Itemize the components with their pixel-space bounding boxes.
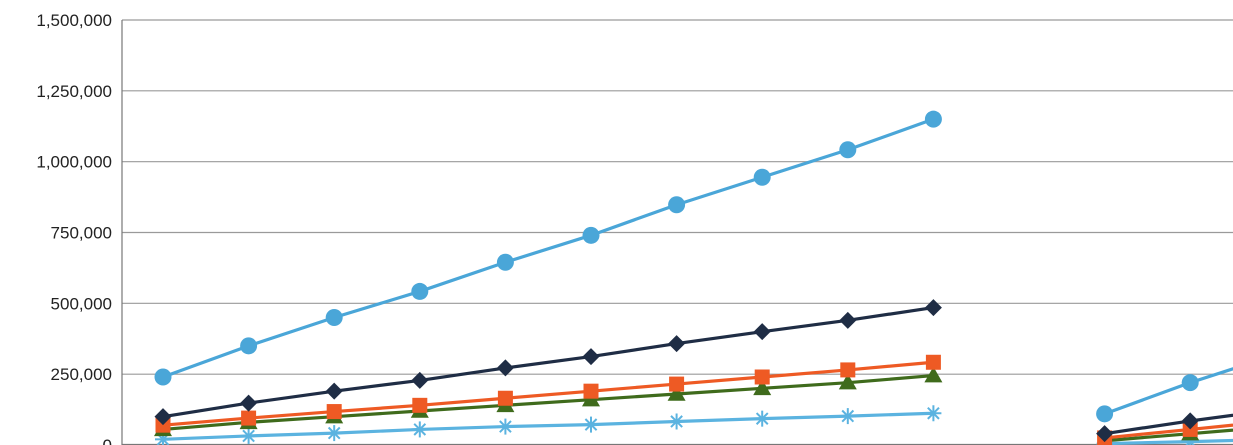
data-point (411, 282, 429, 300)
y-tick-label: 1,250,000 (36, 82, 112, 101)
series-2 (154, 299, 1233, 443)
y-tick-label: 750,000 (51, 224, 112, 243)
data-point (669, 376, 685, 392)
data-point (496, 359, 514, 377)
y-axis-tick-labels: 0 250,000 500,000 750,000 1,000,000 1,250,000… (36, 11, 112, 445)
data-point (325, 382, 343, 400)
data-point (668, 196, 686, 214)
data-point (325, 309, 343, 326)
data-point (754, 410, 771, 427)
data-point (583, 416, 599, 433)
data-point (582, 348, 600, 366)
data-point (924, 366, 943, 383)
series-1 (154, 110, 1233, 423)
data-point (496, 253, 514, 271)
data-point (583, 383, 599, 399)
data-point (1181, 412, 1199, 430)
series-line (162, 411, 934, 441)
data-point (1096, 405, 1114, 423)
gridlines (122, 19, 1233, 375)
data-point (840, 362, 856, 378)
y-tick-label: 1,500,000 (36, 11, 112, 30)
data-point (753, 323, 771, 341)
series-3 (155, 354, 1233, 445)
data-point (839, 408, 856, 425)
data-point (240, 337, 258, 355)
series-group (154, 110, 1233, 445)
data-point (1181, 374, 1199, 392)
series-line (1104, 428, 1233, 443)
data-point (411, 371, 429, 389)
series-line (162, 373, 934, 432)
data-point (1096, 425, 1114, 443)
y-tick-label: 0 (103, 436, 112, 445)
data-point (924, 110, 942, 128)
data-point (240, 394, 258, 412)
data-point (582, 226, 600, 244)
y-tick-label: 1,000,000 (36, 153, 112, 172)
data-point (668, 335, 686, 353)
data-point (754, 369, 770, 385)
data-point (154, 368, 172, 386)
data-point (412, 397, 428, 413)
y-tick-label: 500,000 (51, 294, 112, 313)
data-point (240, 427, 257, 444)
data-point (667, 385, 686, 401)
data-point (668, 413, 685, 430)
series-5 (155, 405, 1233, 445)
data-point (838, 373, 857, 390)
data-point (326, 425, 343, 442)
data-point (497, 390, 513, 406)
data-point (839, 311, 857, 329)
series-line (162, 360, 934, 427)
series-line (162, 117, 934, 379)
series-line (1104, 367, 1233, 416)
data-point (753, 168, 771, 186)
data-point (326, 404, 342, 420)
data-point (497, 418, 514, 435)
data-point (924, 299, 942, 317)
data-point (753, 379, 772, 396)
data-point (154, 408, 172, 426)
series-line (162, 306, 934, 419)
data-point (925, 354, 941, 370)
data-point (241, 410, 257, 426)
data-point (411, 421, 428, 438)
data-point (839, 141, 857, 159)
y-tick-label: 250,000 (51, 365, 112, 384)
data-point (925, 405, 942, 422)
